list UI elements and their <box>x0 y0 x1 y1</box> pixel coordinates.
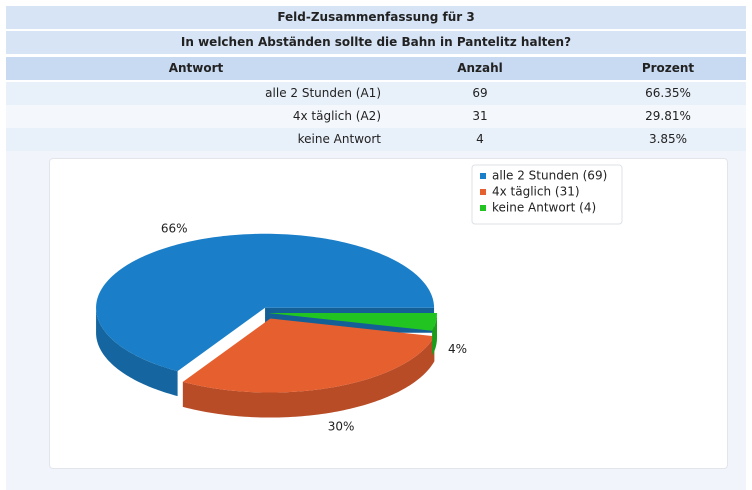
value-label: 30% <box>328 419 355 433</box>
legend-entry: alle 2 Stunden (69) <box>492 169 607 183</box>
table-cell: 66.35% <box>645 86 691 100</box>
table-cell: 69 <box>472 86 488 100</box>
legend-box <box>471 164 623 225</box>
header-row: Antwort Anzahl Prozent <box>6 57 746 80</box>
column-header: Antwort <box>168 61 224 75</box>
value-label: 66% <box>161 222 188 236</box>
table-cell: 4 <box>476 132 484 146</box>
column-header: Anzahl <box>457 61 503 75</box>
column-header: Prozent <box>641 61 695 75</box>
table-cell: alle 2 Stunden (A1) <box>265 86 381 100</box>
slice <box>96 233 435 372</box>
slice <box>182 318 435 393</box>
table-cell: 4x täglich (A2) <box>292 109 381 123</box>
slice-side <box>96 307 178 397</box>
legend-entry: keine Antwort (4) <box>492 201 596 215</box>
slice-side <box>432 313 437 356</box>
table-cell: keine Antwort <box>297 132 381 146</box>
slice <box>268 313 437 331</box>
table-cell: 31 <box>472 109 488 123</box>
question: In welchen Abständen sollte die Bahn in … <box>180 35 572 49</box>
title-row: Feld-Zusammenfassung für 3 <box>6 6 746 29</box>
value-label: 4% <box>448 342 467 356</box>
legend-swatch <box>480 205 486 211</box>
table-row: keine Antwort 4 3.85% <box>6 128 746 151</box>
table-title: Feld-Zusammenfassung für 3 <box>277 10 475 24</box>
table-row: alle 2 Stunden (A1) 69 66.35% <box>6 82 746 105</box>
legend-entry: 4x täglich (31) <box>492 185 580 199</box>
slice-side <box>182 336 435 418</box>
legend-swatch <box>480 189 486 195</box>
table-cell: 29.81% <box>645 109 691 123</box>
table-cell: 3.85% <box>648 132 688 146</box>
legend-swatch <box>480 173 486 179</box>
table-row: 4x täglich (A2) 31 29.81% <box>6 105 746 128</box>
question-row: In welchen Abständen sollte die Bahn in … <box>6 31 746 54</box>
